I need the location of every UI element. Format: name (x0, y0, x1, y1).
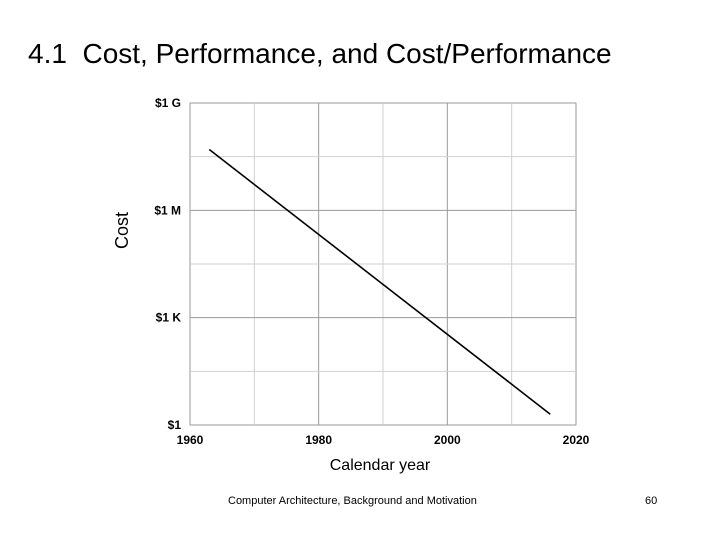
slide-title: 4.1 Cost, Performance, and Cost/Performa… (28, 38, 612, 69)
x-tick-label: 1980 (305, 433, 332, 447)
x-axis-label: Calendar year (330, 457, 431, 474)
x-tick-labels: 1960 1980 2000 2020 (177, 433, 590, 447)
data-series (208, 148, 551, 415)
y-tick-labels: $1 $1 K $1 M $1 G (154, 96, 181, 432)
page-number: 60 (645, 495, 658, 507)
y-axis-label: Cost (112, 211, 133, 250)
series-line (208, 148, 551, 415)
y-tick-label: $1 (168, 418, 182, 432)
grid-lines (190, 103, 576, 425)
y-tick-label: $1 M (154, 203, 181, 217)
x-tick-label: 1960 (177, 433, 204, 447)
x-tick-label: 2000 (434, 433, 461, 447)
y-tick-label: $1 G (155, 96, 181, 110)
footer-text: Computer Architecture, Background and Mo… (228, 495, 477, 507)
y-tick-label: $1 K (156, 311, 182, 325)
x-tick-label: 2020 (563, 433, 590, 447)
